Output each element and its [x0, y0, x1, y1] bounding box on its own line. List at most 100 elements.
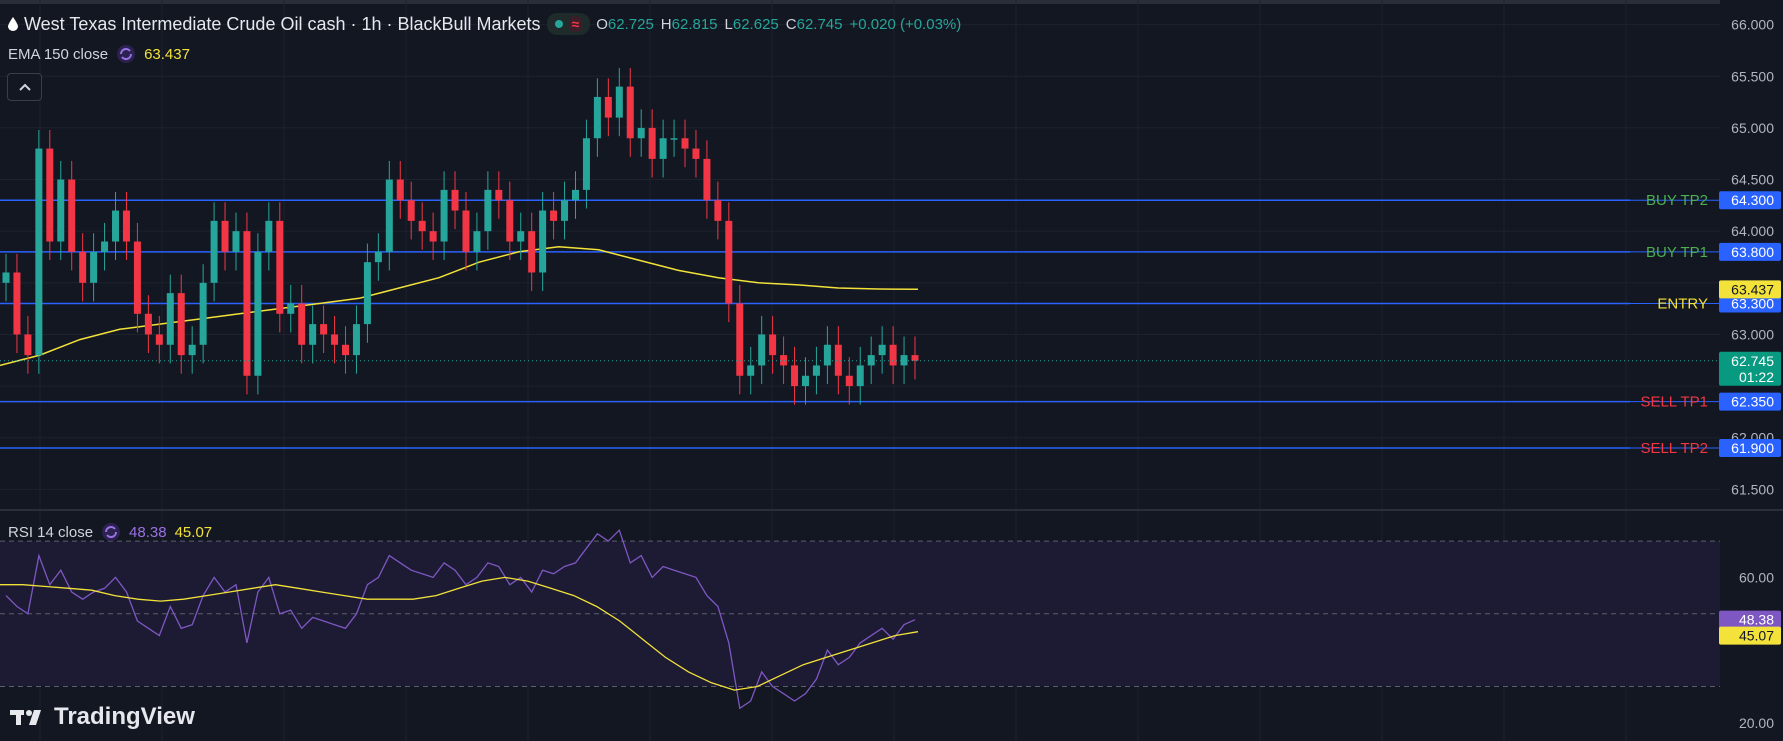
candle-body — [462, 210, 470, 252]
level-label: BUY TP1 — [1646, 244, 1708, 261]
candle-body — [769, 334, 777, 356]
candle-body — [342, 344, 350, 356]
rsi-tick-label: 20.00 — [1739, 715, 1774, 731]
candle-body — [101, 241, 109, 252]
data-delay-icon: ≈ — [568, 16, 583, 32]
ema-label: EMA 150 close — [8, 45, 109, 63]
candle-body — [845, 375, 853, 387]
rsi-ma-value: 45.07 — [174, 523, 213, 541]
candle-body — [648, 127, 656, 159]
last-price-tag-background — [1719, 351, 1781, 386]
candle-body — [309, 324, 317, 345]
candle-body — [363, 262, 371, 325]
last-price-tag-countdown: 01:22 — [1739, 369, 1774, 385]
symbol-header: West Texas Intermediate Crude Oil cash ·… — [8, 13, 961, 35]
candle-body — [133, 241, 141, 314]
market-status-pill[interactable]: ≈ — [546, 13, 591, 35]
indicator-cycle-icon[interactable] — [101, 522, 121, 542]
tradingview-logo[interactable]: TradingView — [10, 703, 195, 731]
symbol-title[interactable]: West Texas Intermediate Crude Oil cash ·… — [24, 13, 541, 34]
ema-value: 63.437 — [144, 45, 190, 63]
level-price-tag-background — [1719, 242, 1781, 261]
candle-body — [265, 220, 273, 252]
collapse-legend-button[interactable] — [7, 73, 42, 101]
level-price-tag: 62.350 — [1731, 394, 1774, 410]
candle-body — [429, 231, 437, 242]
high-value: H62.815 — [660, 15, 718, 33]
ema-150-line — [0, 245, 919, 367]
level-label: ENTRY — [1657, 295, 1708, 312]
candles — [0, 68, 1720, 405]
candle-body — [90, 251, 98, 283]
ema-line — [0, 245, 919, 367]
candle-body — [144, 313, 152, 335]
candle-body — [736, 303, 744, 376]
candle-body — [122, 210, 130, 242]
candle-body — [604, 96, 612, 118]
rsi-value-tag-background — [1719, 610, 1781, 629]
rsi-ma-value-tag: 45.07 — [1739, 628, 1774, 644]
level-label: BUY TP2 — [1646, 192, 1708, 209]
rsi-ma-value-tag-background — [1719, 626, 1781, 645]
candle-body — [407, 200, 415, 221]
candle-body — [823, 344, 831, 366]
candle-body — [298, 303, 306, 345]
tradingview-logo-icon — [10, 710, 41, 725]
open-value: O62.725 — [596, 15, 654, 33]
level-label: SELL TP1 — [1640, 394, 1708, 411]
candle-body — [747, 365, 755, 376]
rsi-lines — [0, 529, 919, 710]
candle-body — [791, 365, 799, 387]
candle-body — [473, 231, 481, 252]
ohlc-values: O62.725 H62.815 L62.625 C62.745 +0.020 (… — [596, 16, 961, 33]
candle-body — [593, 96, 601, 139]
candle-body — [287, 303, 295, 314]
candle-body — [626, 86, 634, 139]
level-price-tag-background — [1719, 439, 1781, 458]
price-tick-label: 64.000 — [1731, 223, 1774, 239]
candle-body — [440, 189, 448, 242]
level-price-tag-background — [1719, 294, 1781, 313]
rsi-ma-line — [0, 576, 919, 691]
candle-body — [856, 365, 864, 387]
candle-body — [801, 375, 809, 387]
price-tick-label: 63.000 — [1731, 326, 1774, 342]
level-label: SELL TP2 — [1640, 440, 1708, 457]
candle-body — [232, 231, 240, 252]
price-tick-label: 66.000 — [1731, 17, 1774, 33]
rsi-legend[interactable]: RSI 14 close 48.38 45.07 — [8, 522, 212, 542]
candle-body — [155, 334, 163, 345]
last-price-tag: 62.745 — [1731, 353, 1774, 369]
candle-body — [900, 355, 908, 366]
candle-body — [254, 251, 262, 376]
candle-body — [834, 344, 842, 376]
logo-text: TradingView — [54, 703, 195, 730]
candle-body — [692, 148, 700, 159]
candle-body — [188, 344, 196, 356]
chevron-up-icon — [18, 83, 31, 91]
candle-body — [780, 355, 788, 366]
candle-body — [57, 179, 65, 242]
level-price-tag: 64.300 — [1731, 192, 1774, 208]
candle-body — [177, 293, 185, 356]
candle-body — [670, 138, 678, 140]
ema-legend[interactable]: EMA 150 close 63.437 — [8, 44, 190, 64]
candle-body — [725, 220, 733, 304]
candle-body — [550, 210, 558, 221]
level-price-tag-background — [1719, 191, 1781, 210]
candle-body — [210, 220, 218, 283]
price-axis[interactable]: 66.00065.50065.00064.50064.00063.00062.0… — [1719, 0, 1783, 741]
candle-body — [681, 138, 689, 149]
rsi-tick-label: 60.00 — [1739, 569, 1774, 585]
candle-body — [714, 200, 722, 221]
candle-body — [878, 344, 886, 356]
candle-body — [2, 272, 10, 283]
ema-price-tag: 63.437 — [1731, 281, 1774, 297]
candle-body — [35, 148, 43, 356]
indicator-cycle-icon[interactable] — [116, 44, 136, 64]
candle-body — [495, 189, 503, 201]
candle-body — [199, 282, 207, 345]
top-border — [0, 0, 1783, 4]
price-tick-label: 64.500 — [1731, 172, 1774, 188]
